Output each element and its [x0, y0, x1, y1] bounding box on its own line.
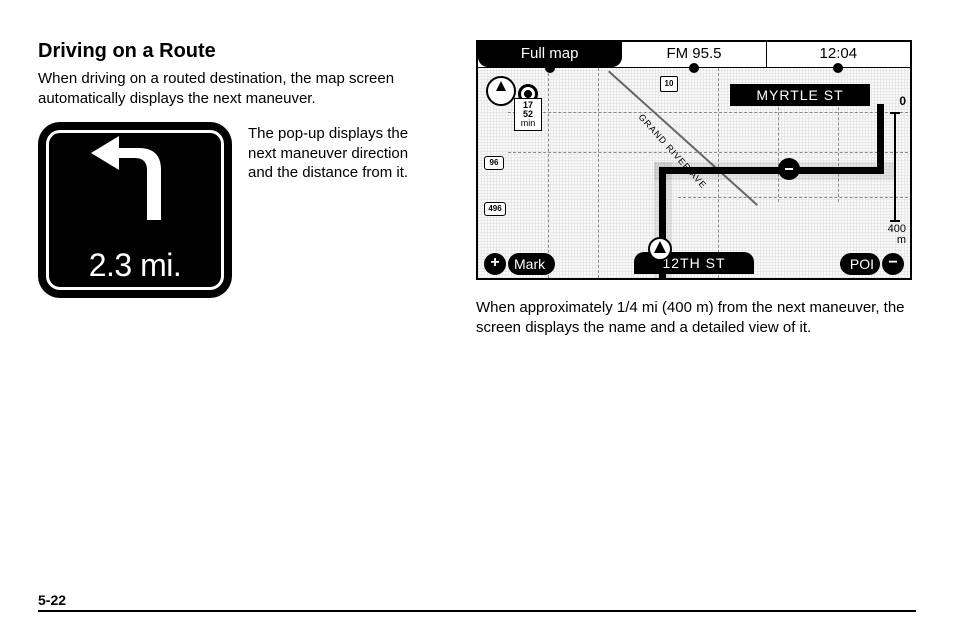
map-screenshot: Full map FM 95.5 12:04 GRAND RIVER AVE	[476, 40, 912, 280]
tab-radio[interactable]: FM 95.5	[622, 42, 766, 67]
page-footer: 5-22	[38, 610, 916, 612]
road-line	[508, 152, 908, 153]
tab-full-map[interactable]: Full map	[478, 42, 622, 67]
tab-radio-label: FM 95.5	[666, 45, 721, 62]
maneuver-point-icon	[778, 158, 800, 180]
map-note: When approximately 1/4 mi (400 m) from t…	[476, 298, 906, 337]
scale-bottom-label: 400m	[888, 224, 906, 246]
tab-clock[interactable]: 12:04	[767, 42, 910, 67]
tab-clock-label: 12:04	[820, 45, 858, 62]
road-line	[548, 68, 549, 278]
map-top-tabs: Full map FM 95.5 12:04	[478, 42, 910, 68]
highway-shield-icon: 10	[660, 76, 678, 92]
scale-tick	[890, 112, 900, 114]
section-heading: Driving on a Route	[38, 40, 458, 63]
street-label-top: MYRTLE ST	[730, 84, 870, 106]
vehicle-position-icon	[648, 237, 672, 261]
eta-box: 17 52 min	[514, 98, 542, 131]
scale-top-label: 0	[899, 94, 906, 108]
highway-shield-icon: 96	[484, 156, 504, 170]
popup-description: The pop-up displays the next maneuver di…	[248, 122, 428, 183]
mark-button[interactable]: Mark	[508, 253, 555, 275]
road-line	[678, 197, 908, 198]
intro-text: When driving on a routed destination, th…	[38, 69, 438, 108]
tab-indicator-dot	[833, 63, 843, 73]
scale-tick	[890, 220, 900, 222]
poi-button[interactable]: POI	[840, 253, 880, 275]
eta-unit: min	[515, 119, 541, 128]
tab-indicator-dot	[545, 63, 555, 73]
turn-left-arrow-icon	[85, 136, 185, 222]
tab-indicator-dot	[689, 63, 699, 73]
highway-shield-icon: 496	[484, 202, 506, 216]
map-bottom-bar: + Mark 12TH ST POI −	[478, 252, 910, 278]
route-line	[659, 167, 884, 174]
zoom-out-button[interactable]: −	[882, 253, 904, 275]
tab-full-map-label: Full map	[521, 45, 579, 62]
zoom-in-button[interactable]: +	[484, 253, 506, 275]
road-line	[598, 68, 599, 278]
road-line	[508, 112, 908, 113]
compass-icon[interactable]	[486, 76, 516, 106]
scale-line	[894, 112, 896, 222]
page-number: 5-22	[38, 592, 74, 608]
maneuver-popup: 2.3 mi.	[38, 122, 232, 298]
popup-distance: 2.3 mi.	[38, 247, 232, 284]
scale-bar: 0 400m	[882, 112, 904, 232]
